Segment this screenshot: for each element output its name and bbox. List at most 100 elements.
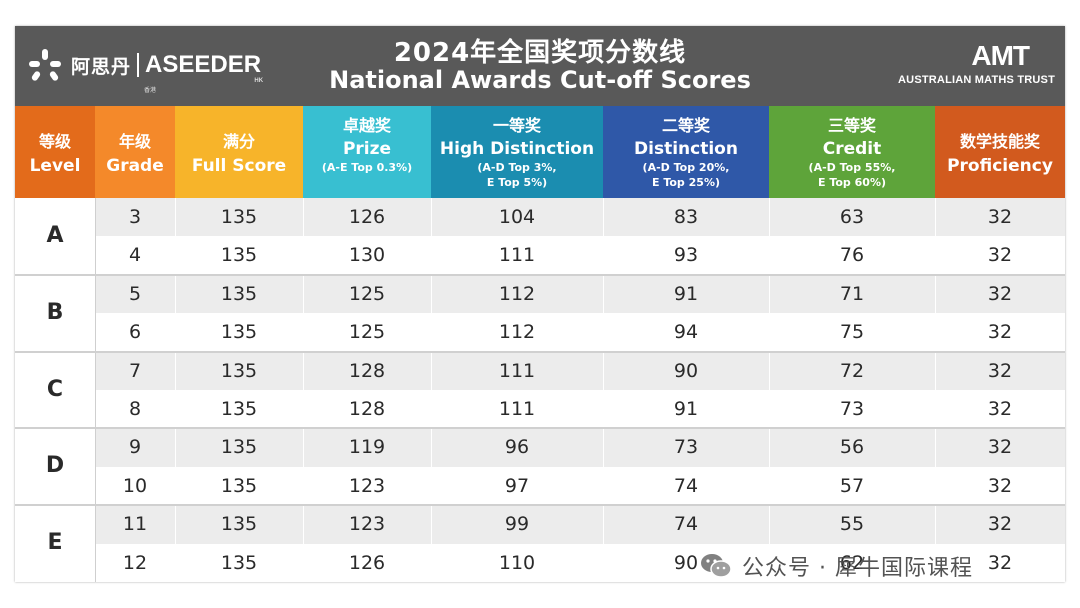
level-separator bbox=[15, 504, 1065, 507]
wechat-icon bbox=[700, 552, 732, 580]
header-level: 等级 Level bbox=[15, 106, 95, 198]
aseeder-logo: 阿思丹 ASEEDER HK 香港 bbox=[27, 42, 277, 94]
cell-credit: 71 bbox=[839, 282, 865, 305]
table-row: 6 135 125 112 94 75 32 bbox=[15, 313, 1065, 352]
cell-grade: 11 bbox=[122, 513, 148, 536]
cell-full-score: 135 bbox=[220, 244, 258, 267]
level-label: A bbox=[15, 198, 95, 275]
amt-logo: AMT AUSTRALIAN MATHS TRUST bbox=[885, 42, 1055, 87]
cell-grade: 3 bbox=[128, 206, 142, 228]
cell-prize: 123 bbox=[348, 474, 386, 497]
cell-prize: 126 bbox=[348, 206, 386, 228]
cell-proficiency: 32 bbox=[987, 513, 1013, 536]
logo-divider bbox=[137, 53, 140, 77]
cell-high-distinction: 112 bbox=[498, 321, 536, 344]
cell-proficiency: 32 bbox=[987, 436, 1013, 459]
cell-full-score: 135 bbox=[220, 436, 258, 459]
cell-high-distinction: 104 bbox=[498, 206, 536, 228]
score-table-card: 阿思丹 ASEEDER HK 香港 2024年全国奖项分数线 National A… bbox=[15, 26, 1065, 582]
aseeder-en-name: ASEEDER HK bbox=[145, 51, 264, 84]
cell-high-distinction: 96 bbox=[504, 436, 530, 459]
level-label: C bbox=[15, 351, 95, 429]
cell-credit: 57 bbox=[839, 474, 865, 497]
cell-proficiency: 32 bbox=[987, 321, 1013, 344]
cell-grade: 5 bbox=[128, 282, 142, 305]
cell-grade: 10 bbox=[122, 474, 148, 497]
aseeder-mark-icon bbox=[27, 47, 63, 83]
level-column-divider bbox=[95, 198, 96, 582]
cell-high-distinction: 112 bbox=[498, 282, 536, 305]
cell-credit: 73 bbox=[839, 398, 865, 420]
cell-high-distinction: 111 bbox=[498, 398, 536, 420]
cell-distinction: 74 bbox=[673, 474, 699, 497]
table-row: 12 135 126 110 90 62 32 bbox=[15, 543, 1065, 582]
page-title-cn: 2024年全国奖项分数线 bbox=[393, 38, 687, 68]
cell-full-score: 135 bbox=[220, 474, 258, 497]
cell-grade: 12 bbox=[122, 551, 148, 574]
cell-distinction: 83 bbox=[673, 206, 699, 228]
aseeder-hk-small: 香港 bbox=[144, 87, 157, 94]
level-separator bbox=[15, 350, 1065, 353]
cell-distinction: 74 bbox=[673, 513, 699, 536]
cell-credit: 72 bbox=[839, 359, 865, 382]
cell-proficiency: 32 bbox=[987, 359, 1013, 382]
cell-proficiency: 32 bbox=[987, 551, 1013, 574]
column-divider bbox=[603, 198, 604, 582]
cell-grade: 7 bbox=[128, 359, 142, 382]
page-title-en: National Awards Cut-off Scores bbox=[329, 66, 751, 94]
cell-high-distinction: 111 bbox=[498, 359, 536, 382]
column-divider bbox=[769, 198, 770, 582]
table-row: 8 135 128 111 91 73 32 bbox=[15, 390, 1065, 429]
cell-full-score: 135 bbox=[220, 513, 258, 536]
title-bar: 阿思丹 ASEEDER HK 香港 2024年全国奖项分数线 National A… bbox=[15, 26, 1065, 106]
cell-credit: 55 bbox=[839, 513, 865, 536]
level-label: E bbox=[15, 505, 95, 582]
header-distinction: 二等奖 Distinction (A-D Top 20%, E Top 25%) bbox=[603, 106, 769, 198]
level-label: B bbox=[15, 274, 95, 352]
level-separator bbox=[15, 427, 1065, 430]
cell-full-score: 135 bbox=[220, 206, 258, 228]
cell-distinction: 73 bbox=[673, 436, 699, 459]
header-full-score: 满分 Full Score bbox=[175, 106, 303, 198]
cell-credit: 62 bbox=[839, 551, 865, 574]
amt-full-name: AUSTRALIAN MATHS TRUST bbox=[898, 74, 1055, 86]
cell-distinction: 94 bbox=[673, 321, 699, 344]
cell-high-distinction: 99 bbox=[504, 513, 530, 536]
table-row: 7 135 128 111 90 72 32 bbox=[15, 351, 1065, 390]
cell-prize: 123 bbox=[348, 513, 386, 536]
watermark-text: 公众号 · 犀牛国际课程 bbox=[742, 556, 973, 581]
cell-proficiency: 32 bbox=[987, 282, 1013, 305]
cell-proficiency: 32 bbox=[987, 474, 1013, 497]
table-row: 3 135 126 104 83 63 32 bbox=[15, 198, 1065, 237]
cell-prize: 126 bbox=[348, 551, 386, 574]
cell-prize: 128 bbox=[348, 398, 386, 420]
cell-distinction: 91 bbox=[673, 398, 699, 420]
cell-prize: 119 bbox=[348, 436, 386, 459]
cell-distinction: 90 bbox=[673, 359, 699, 382]
cell-distinction: 93 bbox=[673, 244, 699, 267]
header-credit: 三等奖 Credit (A-D Top 55%, E Top 60%) bbox=[769, 106, 935, 198]
cell-grade: 4 bbox=[128, 244, 142, 267]
cell-credit: 75 bbox=[839, 321, 865, 344]
watermark: 公众号 · 犀牛国际课程 bbox=[700, 546, 973, 586]
table-row: 10 135 123 97 74 57 32 bbox=[15, 466, 1065, 506]
cell-high-distinction: 111 bbox=[498, 244, 536, 267]
cell-distinction: 90 bbox=[673, 551, 699, 574]
header-high-distinction: 一等奖 High Distinction (A-D Top 3%, E Top 5%… bbox=[431, 106, 603, 198]
cell-proficiency: 32 bbox=[987, 206, 1013, 228]
cell-full-score: 135 bbox=[220, 359, 258, 382]
column-divider bbox=[935, 198, 936, 582]
cell-prize: 125 bbox=[348, 321, 386, 344]
cell-full-score: 135 bbox=[220, 321, 258, 344]
cell-prize: 125 bbox=[348, 282, 386, 305]
table-row: 9 135 119 96 73 56 32 bbox=[15, 428, 1065, 467]
table-row: 5 135 125 112 91 71 32 bbox=[15, 274, 1065, 314]
header-grade: 年级 Grade bbox=[95, 106, 175, 198]
column-divider bbox=[175, 198, 176, 582]
aseeder-cn-name: 阿思丹 bbox=[71, 55, 132, 78]
cell-prize: 130 bbox=[348, 244, 386, 267]
column-divider bbox=[431, 198, 432, 582]
table-row: 4 135 130 111 93 76 32 bbox=[15, 236, 1065, 275]
level-label: D bbox=[15, 428, 95, 506]
table-row: 11 135 123 99 74 55 32 bbox=[15, 505, 1065, 544]
